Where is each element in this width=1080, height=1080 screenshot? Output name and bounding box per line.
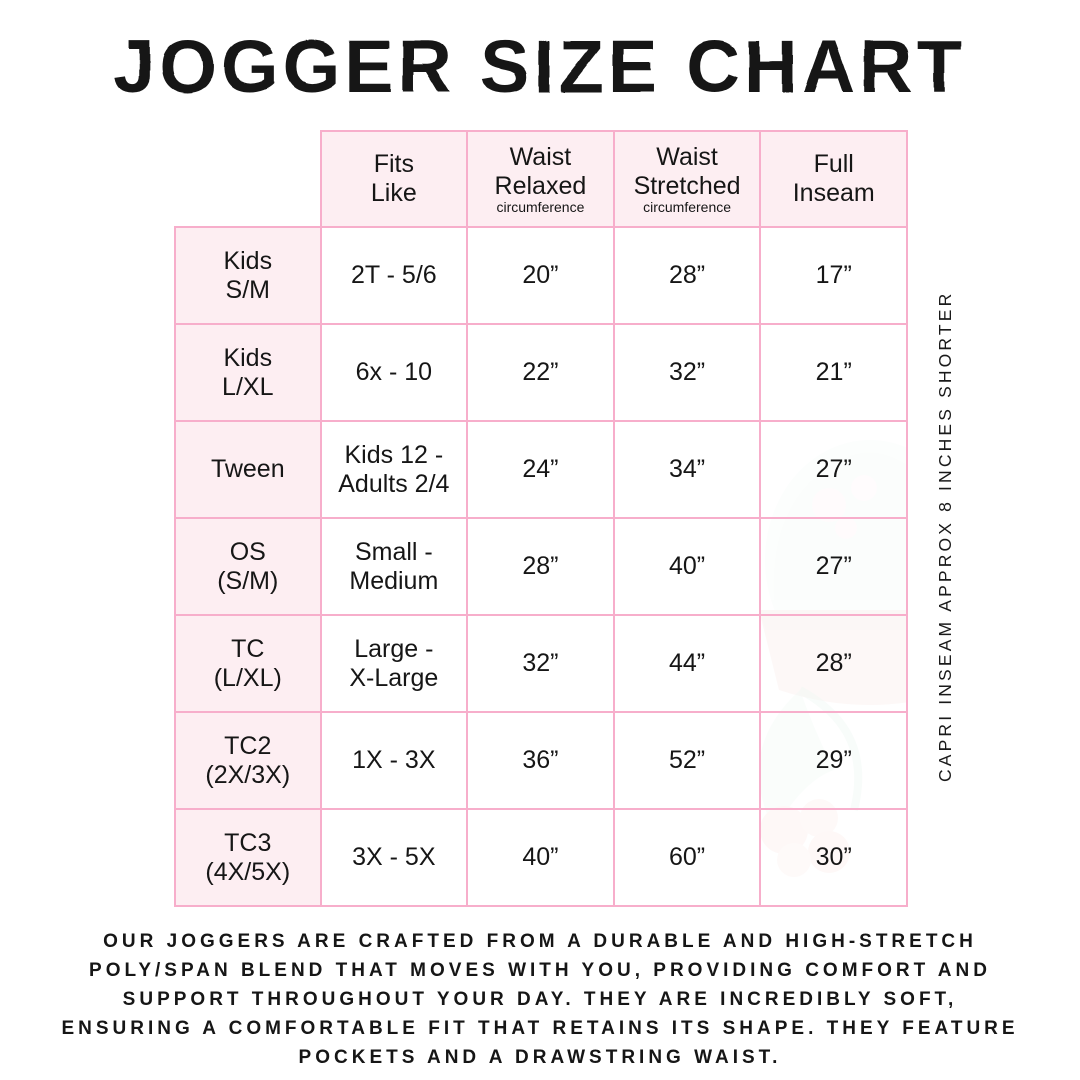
svg-text:JOGGER SIZE CHART: JOGGER SIZE CHART (114, 25, 967, 108)
